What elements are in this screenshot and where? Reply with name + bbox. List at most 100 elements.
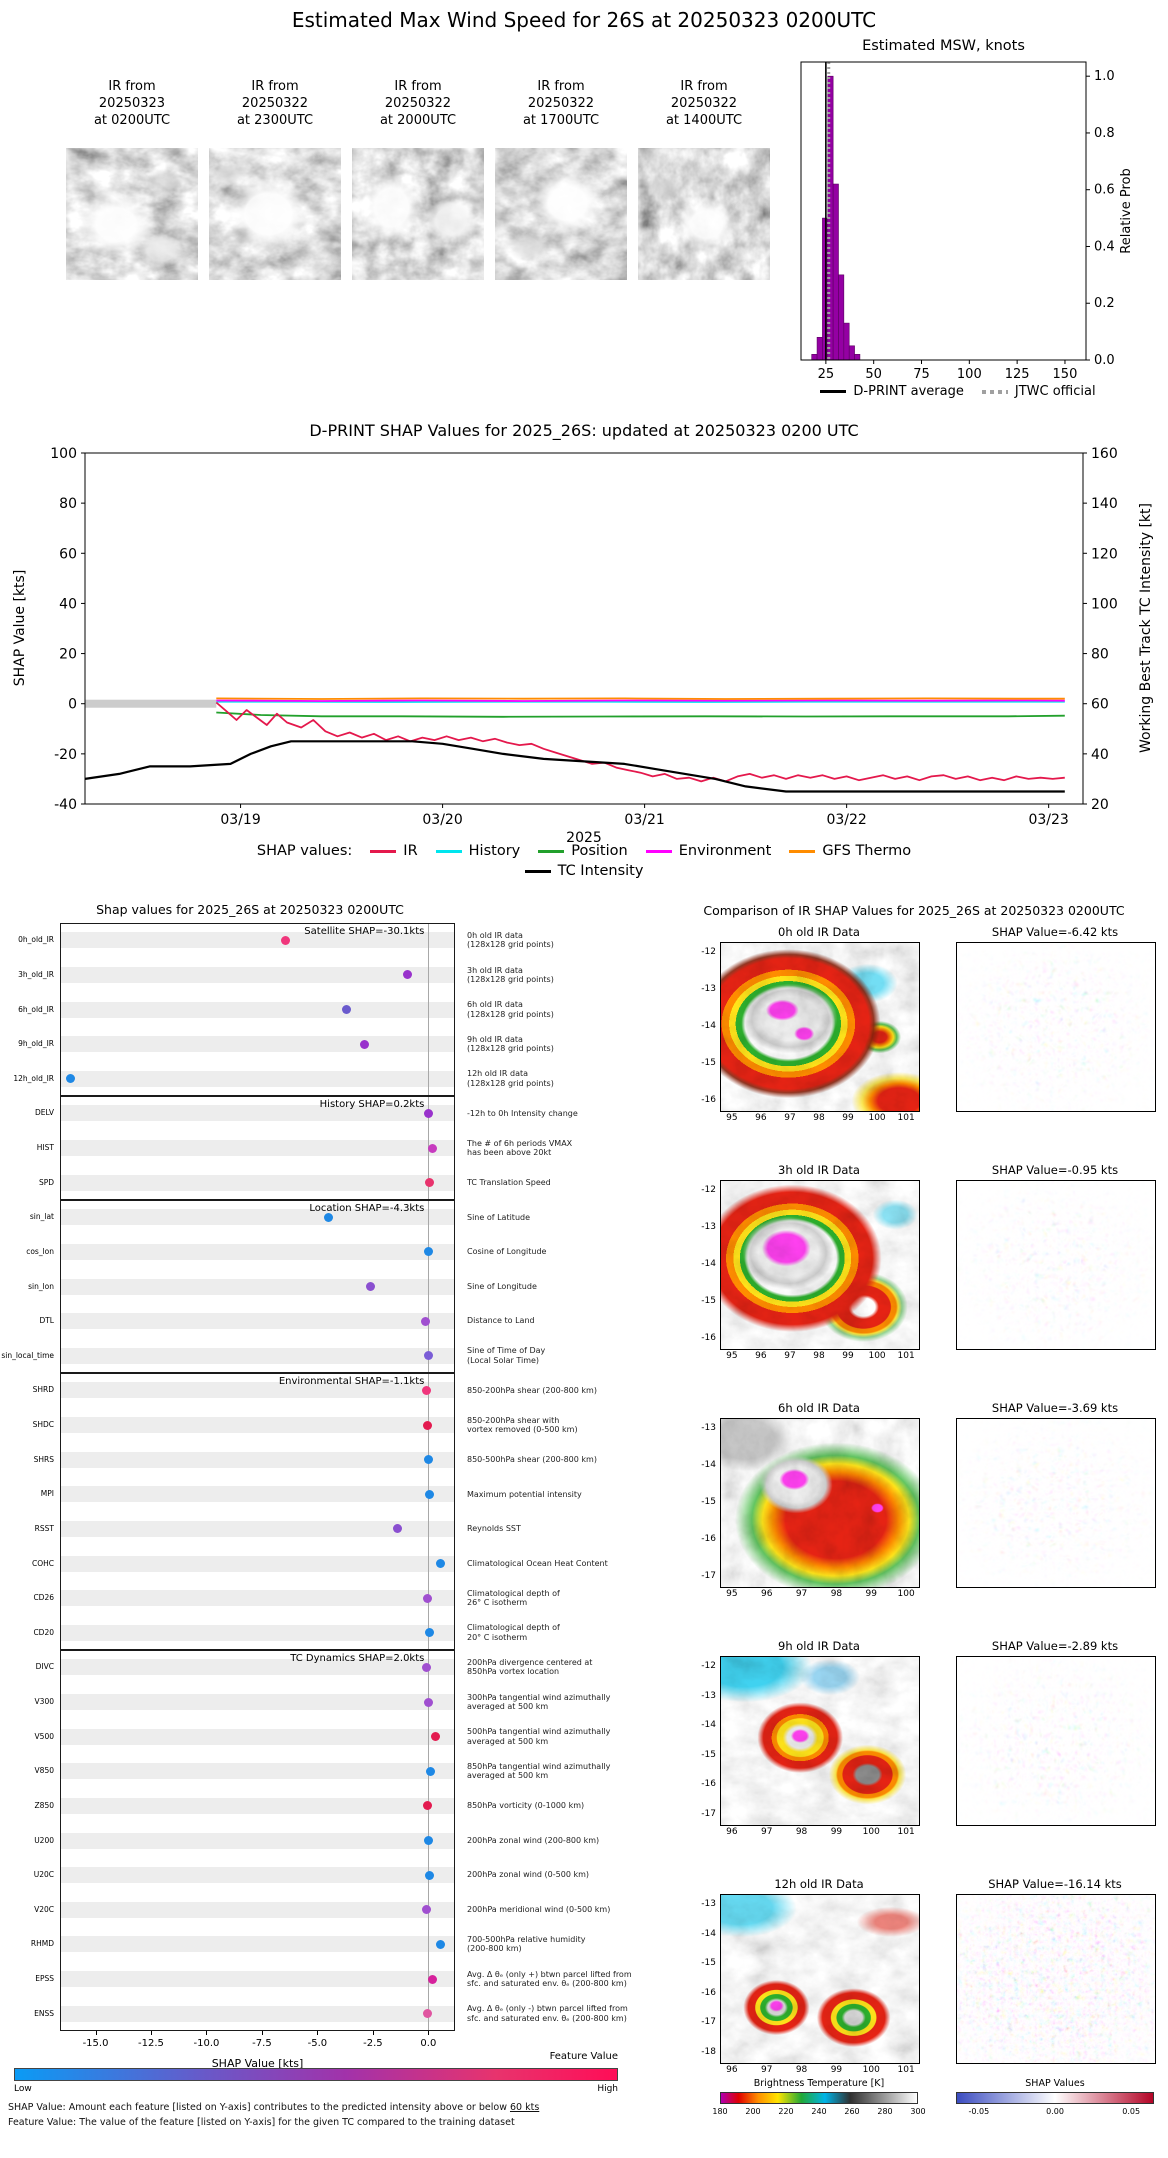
ir-map-texture [721, 943, 919, 1111]
shap-dot [359, 1039, 369, 1049]
right-tick-label: 140 [1091, 496, 1118, 512]
map-y-tick-label: -16 [701, 1094, 716, 1105]
right-tick-label: 40 [1091, 747, 1109, 763]
map-y-tick-label: -13 [701, 1690, 716, 1701]
map-x-tick-label: 97 [760, 2065, 773, 2075]
map-y-tick-label: -12 [701, 1185, 716, 1196]
legend-item: TC Intensity [524, 863, 643, 879]
cloud-bg [209, 148, 341, 280]
shap-dot [421, 1662, 431, 1672]
shap-dot [422, 2009, 432, 2019]
histogram-bar [816, 336, 823, 361]
caption-line: IR from [108, 79, 156, 94]
left-tick-label: 100 [50, 446, 77, 462]
ir-map-title: 0h old IR Data [778, 925, 860, 939]
cloud-highlight [209, 148, 341, 280]
map-x-tick-label: 98 [813, 1351, 825, 1361]
feature-note: 3h old IR data (128x128 grid points) [467, 965, 554, 984]
group-box [60, 1096, 455, 1200]
feature-label: Z850 [34, 1800, 54, 1810]
row-band [61, 1624, 454, 1641]
texture-noise [721, 943, 919, 1111]
feature-note: 200hPa divergence centered at 850hPa vor… [467, 1658, 593, 1677]
row-band [61, 1832, 454, 1849]
x-tick-label: -15.0 [82, 2038, 109, 2049]
shap-value-map [956, 942, 1156, 1112]
shap-dot [428, 1143, 438, 1153]
feature-note: 200hPa zonal wind (0-500 km) [467, 1870, 589, 1880]
shap-dot [422, 1801, 432, 1811]
feature-note: 12h old IR data (128x128 grid points) [467, 1069, 554, 1088]
x-tick-label: 125 [1005, 367, 1030, 382]
caption-line: 20250322 [241, 96, 309, 112]
feature-label: cos_lon [26, 1246, 54, 1256]
row-band [61, 1451, 454, 1468]
legend-label: JTWC official [1014, 384, 1096, 399]
caption-line: at 1700UTC [522, 113, 600, 129]
legend-item: JTWC official [981, 384, 1096, 399]
feature-note: Sine of Longitude [467, 1281, 537, 1291]
vignette [957, 943, 1155, 1111]
x-tick-label: 50 [865, 367, 882, 382]
shap-dot [366, 1282, 376, 1292]
caption-line: at 2000UTC [379, 113, 457, 129]
group-box [60, 1200, 455, 1374]
feature-label: DTL [39, 1316, 54, 1326]
row-band [61, 1763, 454, 1780]
x-tick-label: 75 [913, 367, 930, 382]
row-band [61, 1209, 454, 1226]
x-axis-label: SHAP Value [kts] [211, 2057, 304, 2070]
feature-label: DIVC [35, 1662, 54, 1672]
map-y-tick-label: -14 [701, 1720, 716, 1731]
feature-note: -12h to 0h Intensity change [467, 1108, 578, 1118]
shap-map-title: SHAP Value=-2.89 kts [991, 1639, 1119, 1653]
feature-label: 6h_old_IR [18, 1004, 54, 1014]
map-y-tick-label: -14 [701, 1259, 716, 1269]
texture-noise [721, 1181, 919, 1349]
left-tick-label: -20 [54, 747, 77, 763]
shap-map-title: SHAP Value=-6.42 kts [991, 925, 1119, 939]
no-data-band [85, 699, 217, 708]
row-band [61, 1694, 454, 1711]
x-tick-mark [428, 2031, 430, 2035]
shap-value-map [956, 1180, 1156, 1350]
feature-label: HIST [36, 1143, 54, 1153]
timeseries-axes-box [84, 452, 1084, 805]
timeseries-title: D-PRINT SHAP Values for 2025_26S: update… [309, 421, 858, 441]
vignette [957, 1895, 1155, 2063]
bt-colorbar [720, 2092, 918, 2104]
bt-colorbar-tick: 280 [877, 2107, 893, 2116]
shap-map-title: SHAP Value=-16.14 kts [988, 1877, 1122, 1891]
shap-dot [402, 970, 412, 980]
feature-note: 850-500hPa shear (200-800 km) [467, 1454, 597, 1464]
x-tick-label: 150 [1053, 367, 1078, 382]
feature-note: Climatological Ocean Heat Content [467, 1558, 608, 1568]
ir-data-map [720, 1894, 920, 2064]
colorbar-low-label: Low [14, 2084, 32, 2094]
map-x-tick-label: 97 [784, 1351, 796, 1361]
feature-note: 500hPa tangential wind azimuthally avera… [467, 1727, 611, 1746]
feature-label: V20C [34, 1904, 54, 1914]
shap-dot [423, 1836, 433, 1846]
legend-item: GFS Thermo [789, 843, 911, 859]
caption-line: 20250322 [384, 96, 452, 112]
right-tick-label: 100 [1091, 596, 1118, 612]
feature-note: 6h old IR data (128x128 grid points) [467, 1000, 554, 1019]
footnote-highlight: 60 kts [509, 2102, 540, 2113]
cloud-highlight [495, 148, 627, 280]
caption-line: 20250323 [98, 96, 166, 112]
feature-label: 12h_old_IR [13, 1073, 54, 1083]
shap-dot [424, 1178, 434, 1188]
histogram-bar [838, 274, 845, 361]
left-y-axis-label: SHAP Value [kts] [12, 570, 28, 687]
map-x-tick-label: 97 [795, 1589, 808, 1599]
right-y-axis-label: Working Best Track TC Intensity [kt] [1138, 503, 1154, 753]
left-tick-label: 80 [59, 496, 77, 512]
histogram-legend: D-PRINT average JTWC official [748, 384, 1168, 399]
map-y-tick-label: -16 [701, 1779, 716, 1790]
caption-line: at 2300UTC [236, 113, 314, 129]
cloud-highlight [638, 148, 770, 280]
feature-note: 850hPa tangential wind azimuthally avera… [467, 1761, 611, 1781]
shap-colorbar [956, 2092, 1154, 2104]
feature-label: sin_local_time [1, 1350, 54, 1360]
